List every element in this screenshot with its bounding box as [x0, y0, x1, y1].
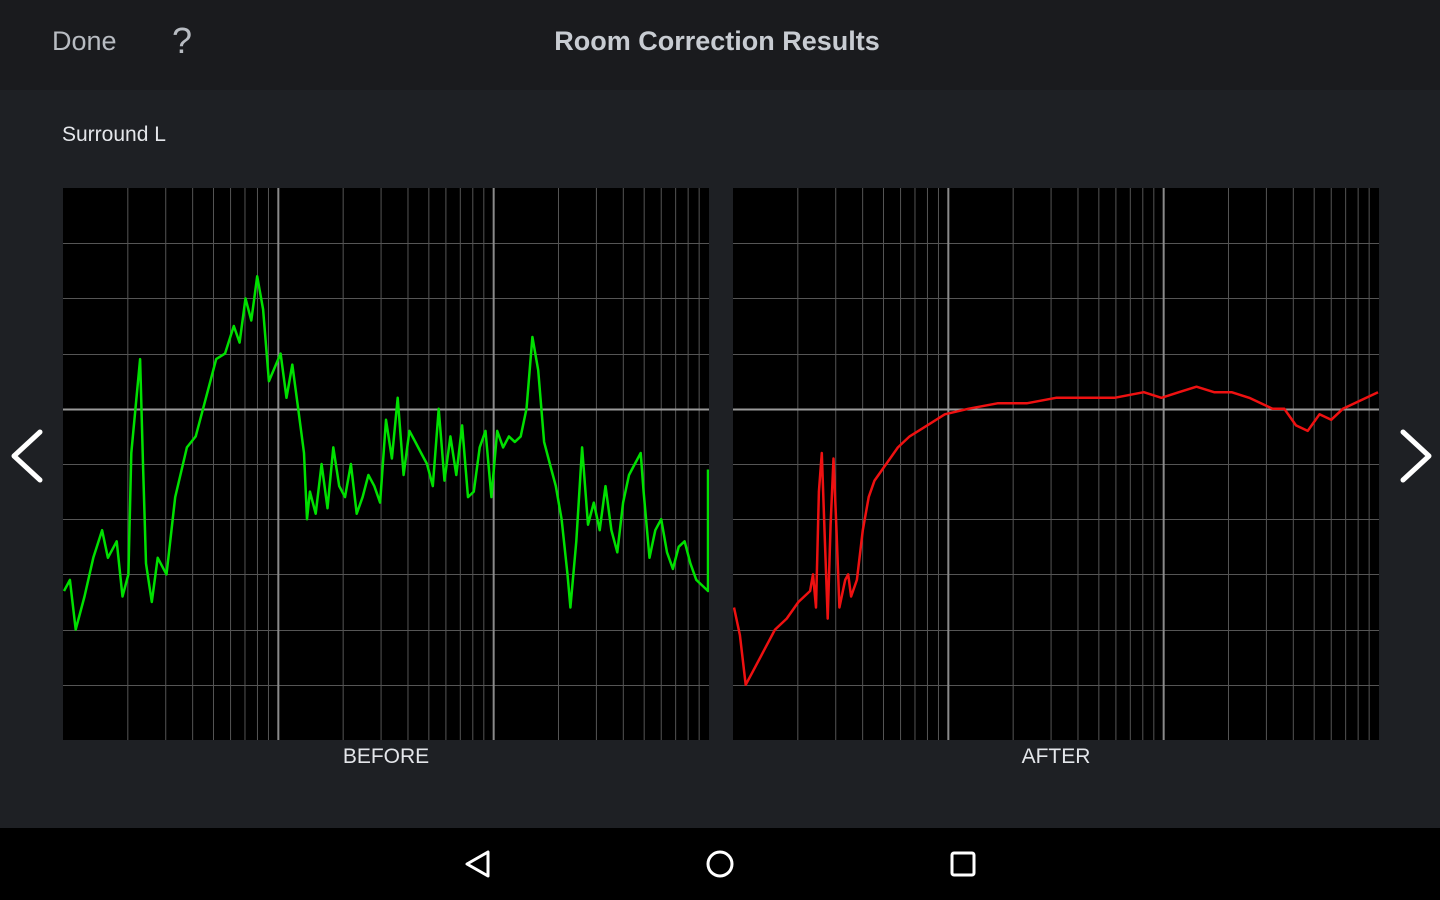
chevron-left-icon[interactable] [8, 426, 48, 486]
after-chart-plot [733, 188, 1379, 740]
before-chart-label: BEFORE [342, 745, 430, 768]
response-trace [63, 275, 709, 631]
done-button[interactable]: Done [52, 26, 117, 56]
before-chart-plot [63, 188, 709, 740]
channel-name: Surround L [62, 123, 166, 146]
after-response-chart [733, 188, 1379, 740]
response-trace [733, 385, 1379, 687]
help-button[interactable]: ? [172, 20, 193, 61]
recent-apps-square-icon[interactable] [941, 842, 985, 886]
after-chart-label: AFTER [1021, 745, 1091, 768]
chevron-right-icon[interactable] [1395, 426, 1435, 486]
page-title: Room Correction Results [554, 26, 880, 56]
before-response-chart [63, 188, 709, 740]
top-app-bar: Done ? Room Correction Results [0, 0, 1440, 90]
home-circle-icon[interactable] [698, 842, 742, 886]
back-triangle-icon[interactable] [456, 842, 500, 886]
system-navigation-bar [0, 828, 1440, 900]
